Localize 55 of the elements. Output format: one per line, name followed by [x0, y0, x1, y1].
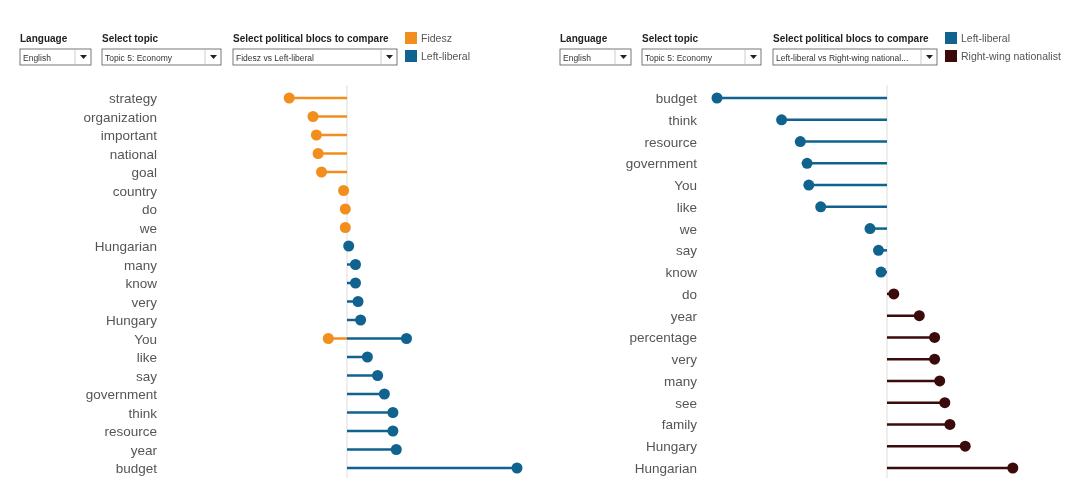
text: Select political blocs to compare: [233, 33, 390, 44]
y-tick-label: we: [678, 221, 697, 237]
text: Topic 5: Economy: [645, 53, 713, 63]
y-tick-label: government: [625, 156, 698, 172]
y-tick-label: many: [663, 373, 698, 389]
y-tick-label: many: [123, 257, 158, 273]
y-tick-label: budget: [115, 461, 158, 476]
y-tick-label: year: [670, 308, 698, 324]
text: Select topic: [642, 33, 699, 44]
y-tick-label: Hungary: [645, 439, 698, 455]
y-tick-label: resource: [644, 134, 697, 150]
y-tick-label: think: [128, 405, 158, 421]
y-tick-label: family: [661, 417, 698, 433]
y-tick-label: Hungarian: [94, 239, 157, 254]
text: Language: [20, 33, 68, 44]
y-tick-label: budget: [655, 91, 698, 106]
legend-label: Left-liberal: [961, 32, 1011, 44]
y-tick-label: say: [135, 368, 158, 384]
y-tick-label: You: [134, 331, 157, 347]
y-tick-label: like: [676, 199, 697, 215]
y-tick-label: see: [675, 395, 697, 411]
text: Left-liberal vs Right-wing national...: [776, 53, 909, 63]
text: Fidesz vs Left-liberal: [236, 53, 315, 63]
y-tick-label: we: [138, 220, 157, 236]
text: Select topic: [102, 33, 159, 44]
y-tick-label: know: [665, 265, 698, 281]
y-tick-label: percentage: [629, 330, 697, 346]
text: English: [563, 53, 592, 63]
y-tick-label: strategy: [108, 91, 158, 106]
legend-label: Right-wing nationalist: [961, 50, 1061, 62]
y-tick-label: goal: [131, 165, 157, 180]
y-tick-label: do: [141, 202, 157, 217]
y-tick-label: very: [671, 352, 698, 368]
y-tick-label: like: [136, 350, 157, 365]
y-tick-label: Hungarian: [634, 461, 697, 476]
y-tick-label: say: [675, 243, 698, 259]
y-tick-label: do: [681, 286, 697, 302]
y-tick-label: resource: [104, 424, 157, 439]
y-tick-label: government: [85, 387, 158, 402]
y-tick-label: national: [109, 146, 157, 162]
text: Topic 5: Economy: [105, 53, 173, 63]
y-tick-label: know: [125, 276, 158, 291]
text: English: [23, 53, 52, 63]
y-tick-label: You: [674, 178, 697, 194]
legend-label: Left-liberal: [421, 50, 471, 62]
y-tick-label: think: [668, 112, 698, 128]
y-tick-label: Hungary: [105, 313, 158, 328]
text: Select political blocs to compare: [773, 33, 930, 44]
y-tick-label: important: [100, 128, 158, 143]
legend-label: Fidesz: [421, 32, 452, 44]
y-tick-label: organization: [83, 109, 157, 125]
y-tick-label: year: [130, 442, 158, 458]
y-tick-label: very: [131, 294, 158, 310]
text: Language: [560, 33, 608, 44]
y-tick-label: country: [112, 183, 158, 199]
